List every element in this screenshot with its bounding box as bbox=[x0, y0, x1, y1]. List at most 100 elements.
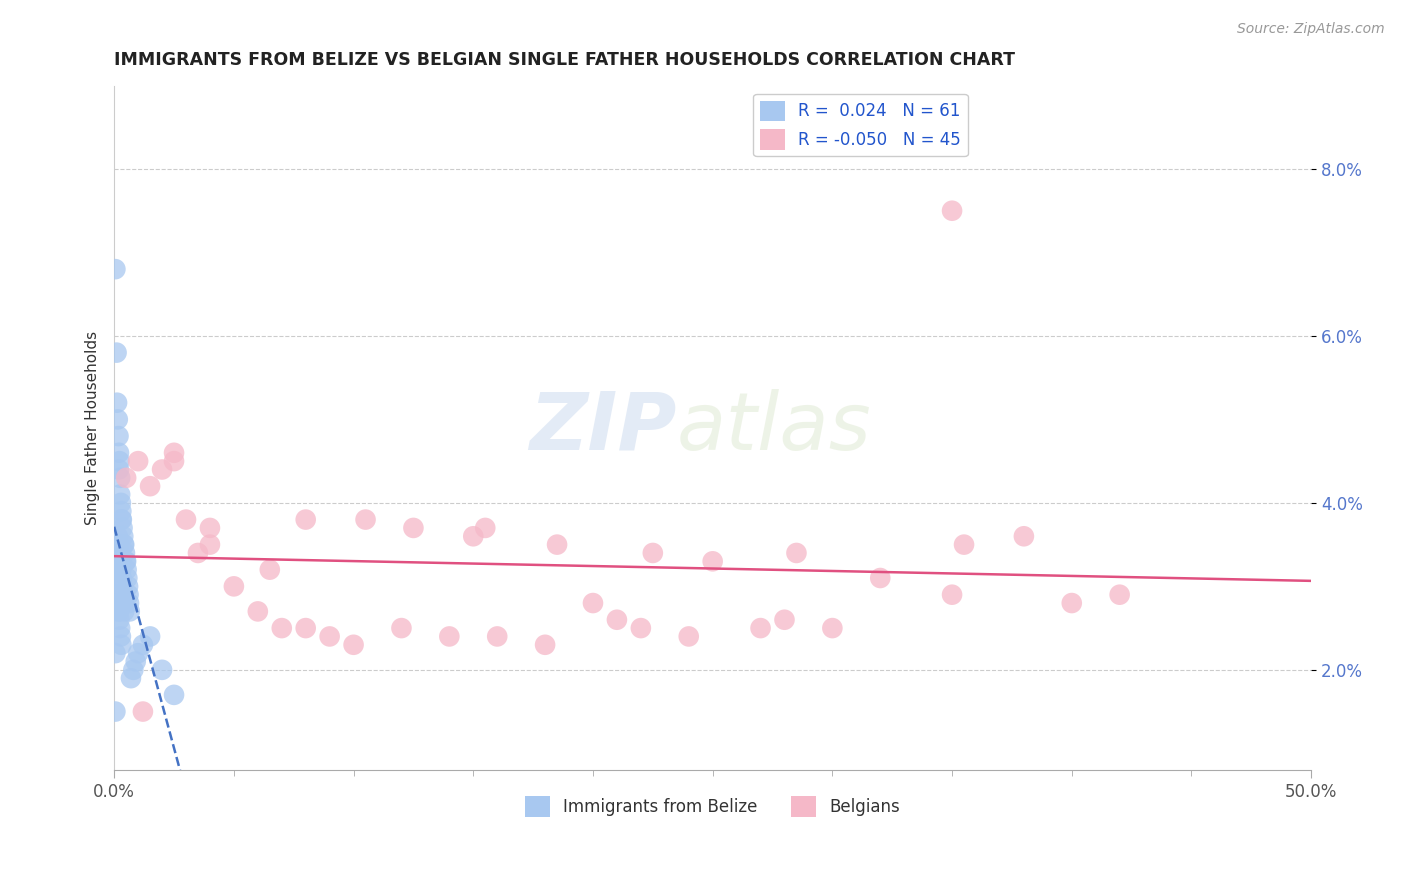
Point bbox=[1060, 596, 1083, 610]
Point bbox=[187, 546, 209, 560]
Point bbox=[110, 638, 132, 652]
Point bbox=[391, 621, 413, 635]
Point bbox=[108, 487, 131, 501]
Point bbox=[118, 596, 141, 610]
Point bbox=[112, 529, 135, 543]
Point bbox=[107, 538, 129, 552]
Point bbox=[114, 554, 136, 568]
Point bbox=[122, 663, 145, 677]
Point bbox=[105, 345, 128, 359]
Point bbox=[749, 621, 772, 635]
Point bbox=[112, 538, 135, 552]
Point bbox=[115, 471, 138, 485]
Point bbox=[108, 462, 131, 476]
Point bbox=[606, 613, 628, 627]
Point bbox=[108, 538, 131, 552]
Point bbox=[270, 621, 292, 635]
Point bbox=[259, 563, 281, 577]
Point bbox=[112, 604, 135, 618]
Point bbox=[773, 613, 796, 627]
Point bbox=[117, 588, 139, 602]
Point bbox=[941, 203, 963, 218]
Point bbox=[132, 705, 155, 719]
Point bbox=[112, 538, 135, 552]
Text: atlas: atlas bbox=[676, 389, 872, 467]
Point bbox=[110, 563, 132, 577]
Point bbox=[110, 629, 132, 643]
Point bbox=[132, 638, 155, 652]
Point bbox=[110, 512, 132, 526]
Point bbox=[1012, 529, 1035, 543]
Point bbox=[163, 454, 186, 468]
Point bbox=[114, 546, 136, 560]
Point bbox=[127, 454, 149, 468]
Point bbox=[246, 604, 269, 618]
Point bbox=[107, 596, 129, 610]
Point bbox=[105, 588, 128, 602]
Point bbox=[111, 512, 134, 526]
Point bbox=[174, 512, 197, 526]
Point bbox=[953, 538, 976, 552]
Point bbox=[105, 546, 128, 560]
Y-axis label: Single Father Households: Single Father Households bbox=[86, 331, 100, 524]
Point bbox=[222, 579, 245, 593]
Point bbox=[342, 638, 364, 652]
Text: ZIP: ZIP bbox=[530, 389, 676, 467]
Point bbox=[198, 521, 221, 535]
Point bbox=[104, 705, 127, 719]
Point bbox=[104, 646, 127, 660]
Point bbox=[117, 571, 139, 585]
Point bbox=[641, 546, 664, 560]
Point bbox=[139, 629, 162, 643]
Point bbox=[112, 596, 135, 610]
Point bbox=[108, 471, 131, 485]
Point bbox=[127, 646, 149, 660]
Point bbox=[115, 563, 138, 577]
Point bbox=[546, 538, 568, 552]
Point bbox=[463, 529, 485, 543]
Point bbox=[294, 621, 316, 635]
Point bbox=[163, 446, 186, 460]
Point bbox=[108, 454, 131, 468]
Point bbox=[110, 563, 132, 577]
Legend: Immigrants from Belize, Belgians: Immigrants from Belize, Belgians bbox=[519, 789, 907, 823]
Point bbox=[486, 629, 509, 643]
Point bbox=[294, 512, 316, 526]
Point bbox=[107, 412, 129, 426]
Point bbox=[439, 629, 461, 643]
Point bbox=[150, 462, 173, 476]
Point bbox=[150, 663, 173, 677]
Point bbox=[110, 496, 132, 510]
Point bbox=[111, 571, 134, 585]
Point bbox=[318, 629, 340, 643]
Point bbox=[107, 429, 129, 443]
Point bbox=[112, 588, 135, 602]
Point bbox=[785, 546, 807, 560]
Point bbox=[105, 395, 128, 409]
Point bbox=[104, 563, 127, 577]
Point bbox=[108, 446, 131, 460]
Point bbox=[630, 621, 652, 635]
Point bbox=[111, 579, 134, 593]
Point bbox=[474, 521, 496, 535]
Point bbox=[163, 688, 186, 702]
Point bbox=[120, 671, 142, 685]
Point bbox=[702, 554, 724, 568]
Point bbox=[105, 571, 128, 585]
Point bbox=[107, 529, 129, 543]
Point bbox=[108, 621, 131, 635]
Point bbox=[821, 621, 844, 635]
Point bbox=[111, 521, 134, 535]
Point bbox=[110, 504, 132, 518]
Point bbox=[402, 521, 425, 535]
Point bbox=[108, 604, 131, 618]
Point bbox=[125, 655, 148, 669]
Point bbox=[107, 604, 129, 618]
Point bbox=[139, 479, 162, 493]
Point bbox=[1108, 588, 1130, 602]
Point bbox=[869, 571, 891, 585]
Point bbox=[118, 604, 141, 618]
Point bbox=[108, 546, 131, 560]
Point bbox=[104, 262, 127, 277]
Point bbox=[534, 638, 557, 652]
